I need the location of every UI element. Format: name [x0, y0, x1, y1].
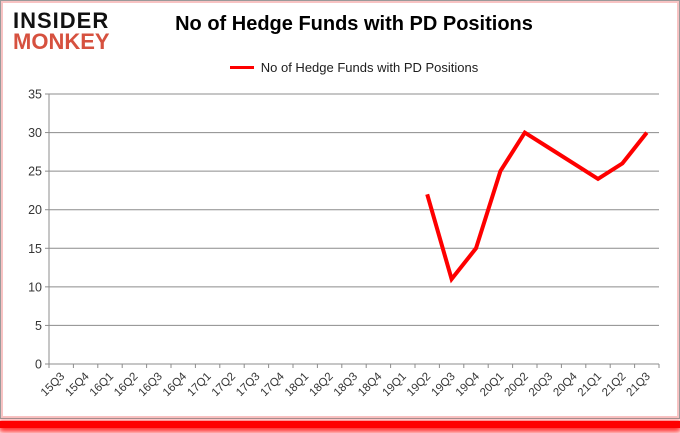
x-tick-label: 20Q3 [527, 371, 555, 399]
x-tick-label: 19Q4 [454, 370, 483, 399]
series-line [425, 129, 649, 284]
x-tick-label: 17Q3 [234, 371, 262, 399]
x-tick-label: 17Q1 [185, 371, 213, 399]
plot-area: 0510152025303515Q315Q416Q116Q216Q316Q417… [28, 88, 660, 399]
x-tick-label: 18Q3 [332, 371, 360, 399]
x-tick-label: 16Q1 [88, 371, 116, 399]
y-tick-label: 10 [28, 280, 42, 294]
x-tick-label: 19Q2 [405, 371, 433, 399]
logo-text-insider: INSIDER [13, 8, 110, 33]
y-tick-label: 0 [35, 358, 42, 372]
x-tick-label: 21Q1 [576, 371, 604, 399]
x-tick-label: 17Q4 [259, 370, 288, 399]
chart-title: No of Hedge Funds with PD Positions [175, 13, 533, 35]
y-tick-label: 35 [28, 88, 42, 102]
x-tick-label: 19Q1 [381, 371, 409, 399]
x-tick-label: 20Q1 [478, 371, 506, 399]
x-tick-label: 15Q4 [63, 370, 92, 399]
legend-label: No of Hedge Funds with PD Positions [260, 60, 479, 75]
legend-entry: No of Hedge Funds with PD Positions [229, 60, 479, 75]
x-tick-label: 16Q4 [161, 370, 190, 399]
insider-monkey-logo: INSIDER MONKEY [13, 9, 110, 53]
x-tick-label: 18Q1 [283, 371, 311, 399]
y-tick-label: 30 [28, 126, 42, 140]
legend-line-marker-icon [229, 66, 254, 69]
y-tick-label: 15 [28, 242, 42, 256]
bottom-accent-bar [0, 421, 680, 428]
logo-text-monkey: MONKEY [13, 29, 110, 54]
x-tick-label: 20Q2 [503, 371, 531, 399]
x-tick-label: 15Q3 [39, 371, 67, 399]
x-tick-label: 16Q3 [137, 371, 165, 399]
x-tick-label: 19Q3 [429, 371, 457, 399]
y-tick-label: 25 [28, 165, 42, 179]
x-tick-label: 16Q2 [112, 371, 140, 399]
x-tick-label: 18Q2 [307, 371, 335, 399]
y-tick-label: 5 [35, 319, 42, 333]
x-tick-label: 18Q4 [356, 370, 385, 399]
x-tick-label: 20Q4 [551, 370, 580, 399]
x-tick-label: 17Q2 [210, 371, 238, 399]
y-tick-label: 20 [28, 203, 42, 217]
x-tick-label: 21Q2 [600, 371, 628, 399]
chart-content-box: INSIDER MONKEY No of Hedge Funds with PD… [0, 0, 680, 419]
legend: No of Hedge Funds with PD Positions [49, 56, 659, 75]
x-tick-label: 21Q3 [625, 371, 653, 399]
